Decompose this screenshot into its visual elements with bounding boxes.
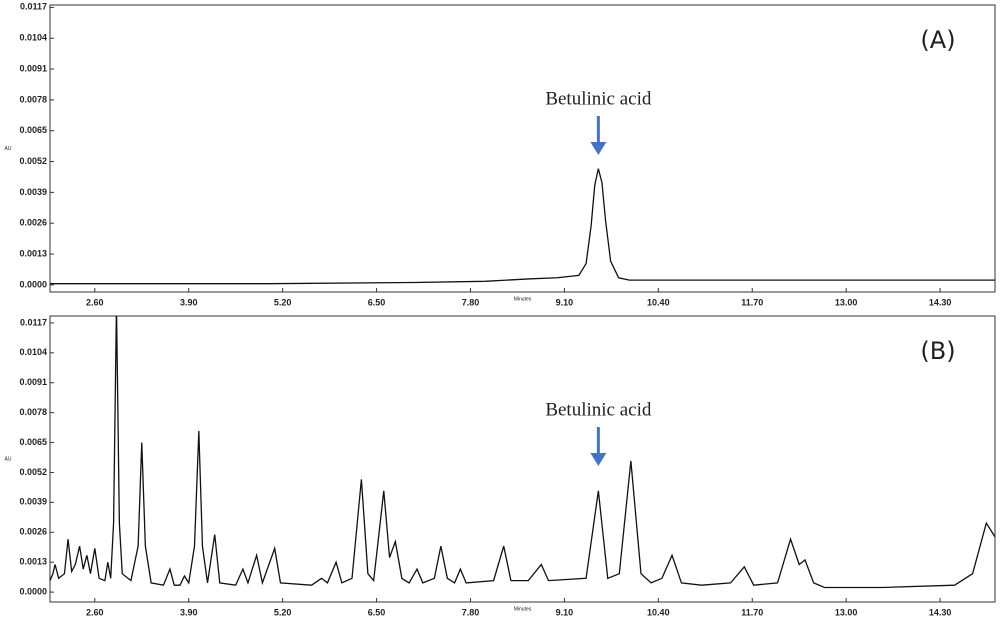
trace-group [50, 168, 995, 285]
y-tick-label: 0.0013 [19, 248, 47, 258]
y-tick-label: 0.0065 [19, 125, 47, 135]
x-tick-label: 13.00 [835, 297, 858, 307]
plot-frame [49, 315, 996, 603]
panel-label: (A) [920, 26, 955, 54]
y-tick-label: 0.0039 [19, 187, 47, 197]
y-tick-label: 0.0039 [19, 497, 47, 507]
x-tick-label: 13.00 [835, 607, 858, 617]
x-tick-label: 9.10 [556, 607, 574, 617]
x-tick-label: 10.40 [647, 607, 670, 617]
y-axis-label: AU [5, 456, 12, 462]
trace-line [50, 316, 995, 589]
y-tick-label: 0.0013 [19, 557, 47, 567]
x-tick-label: 14.30 [929, 297, 952, 307]
y-tick-label: 0.0052 [19, 156, 47, 166]
y-tick-label: 0.0117 [20, 2, 47, 12]
y-tick-label: 0.0026 [19, 218, 47, 228]
x-axis-label: Minutes [514, 296, 532, 302]
y-axis-label: AU [5, 146, 12, 152]
x-tick-label: 7.80 [462, 297, 480, 307]
x-tick-label: 11.70 [741, 297, 763, 307]
y-tick-label: 0.0104 [19, 33, 47, 43]
x-tick-label: 10.40 [647, 297, 670, 307]
y-tick-label: 0.0091 [19, 63, 47, 73]
y-tick-label: 0.0104 [19, 347, 47, 357]
trace-line [50, 168, 995, 285]
plot-frame [49, 4, 996, 293]
x-tick-label: 6.50 [368, 607, 386, 617]
y-tick-label: 0.0078 [19, 94, 47, 104]
annotation-text: Betulinic acid [545, 88, 652, 109]
y-tick-label: 0.0052 [19, 467, 47, 477]
x-tick-label: 5.20 [274, 607, 292, 617]
x-tick-label: 2.60 [86, 607, 104, 617]
y-tick-label: 0.0000 [19, 279, 47, 289]
y-tick-label: 0.0026 [19, 527, 47, 537]
y-tick-label: 0.0091 [19, 377, 47, 387]
x-tick-label: 2.60 [86, 297, 104, 307]
y-tick-label: 0.0078 [19, 407, 47, 417]
x-tick-label: 5.20 [274, 297, 292, 307]
x-axis-label: Minutes [514, 606, 532, 612]
x-tick-label: 3.90 [180, 297, 198, 307]
annotation-arrow-head [590, 453, 607, 466]
x-tick-label: 9.10 [556, 297, 574, 307]
y-tick-label: 0.0117 [20, 317, 47, 327]
y-tick-label: 0.0000 [19, 586, 47, 596]
trace-group [50, 316, 995, 589]
x-tick-label: 14.30 [929, 607, 952, 617]
x-tick-label: 7.80 [462, 607, 480, 617]
annotation-text: Betulinic acid [545, 399, 652, 420]
x-tick-label: 11.70 [741, 607, 763, 617]
x-tick-label: 6.50 [368, 297, 386, 307]
x-tick-label: 3.90 [180, 607, 198, 617]
y-tick-label: 0.0065 [19, 437, 47, 447]
panel-label: (B) [920, 337, 955, 365]
annotation-arrow-head [590, 142, 607, 155]
